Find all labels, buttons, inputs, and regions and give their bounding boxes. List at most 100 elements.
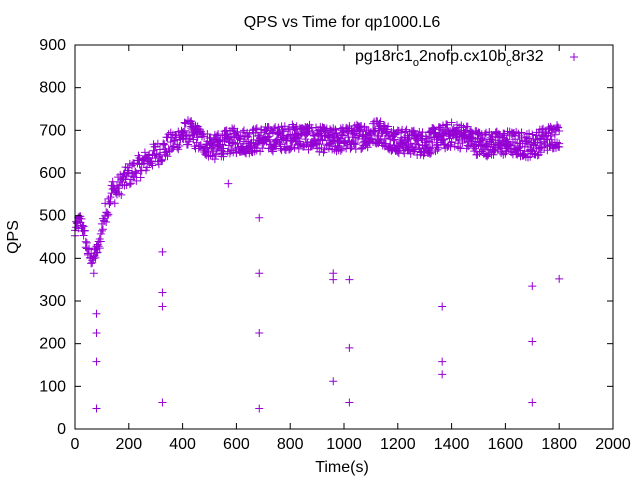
data-point [331, 125, 340, 134]
data-point [393, 126, 402, 135]
data-point [478, 135, 487, 144]
x-tick-label: 1400 [434, 436, 470, 453]
data-point [238, 128, 247, 137]
data-point [555, 142, 564, 151]
y-tick-label: 900 [39, 37, 66, 54]
data-point [443, 120, 452, 129]
data-point [206, 133, 215, 142]
data-point [463, 122, 472, 131]
data-point [348, 136, 357, 145]
data-point [357, 122, 366, 131]
data-point [389, 136, 398, 145]
data-point-outlier [255, 213, 264, 222]
legend: pg18rc1o2nofp.cx10bc8r32 [355, 48, 578, 69]
y-tick-label: 0 [57, 421, 66, 438]
data-point [332, 129, 341, 138]
data-point [157, 156, 166, 165]
x-tick-label: 400 [169, 436, 196, 453]
data-point [124, 166, 133, 175]
data-point [172, 131, 181, 140]
data-point [136, 173, 145, 182]
data-point-outlier [158, 302, 167, 311]
x-tick-label: 600 [223, 436, 250, 453]
data-point-outlier [345, 398, 354, 407]
data-point [175, 142, 184, 151]
data-point [301, 135, 310, 144]
data-point-outlier [255, 329, 264, 337]
data-point [103, 211, 112, 220]
data-point [245, 129, 254, 138]
data-point [336, 134, 345, 143]
data-point [343, 141, 352, 150]
data-point [106, 197, 115, 206]
data-point [132, 169, 141, 178]
data-point [436, 135, 445, 144]
data-point [190, 129, 199, 138]
data-point [336, 146, 345, 155]
data-point [143, 163, 152, 172]
x-tick-label: 800 [277, 436, 304, 453]
data-point [318, 123, 327, 132]
data-point [186, 134, 195, 143]
data-point [312, 140, 321, 149]
data-point [125, 180, 134, 189]
data-point-outlier [89, 269, 98, 278]
data-point [431, 128, 440, 137]
data-point [315, 140, 324, 149]
x-tick-label: 1600 [488, 436, 524, 453]
data-point [337, 145, 346, 154]
data-point [454, 127, 463, 136]
y-tick-label: 800 [39, 80, 66, 97]
data-point [530, 149, 539, 158]
data-point [330, 145, 339, 154]
data-point-outlier [528, 282, 537, 291]
data-point [479, 146, 488, 155]
y-tick-label: 500 [39, 208, 66, 225]
chart-title: QPS vs Time for qp1000.L6 [244, 14, 441, 31]
data-point [329, 124, 338, 133]
data-point [223, 147, 232, 156]
data-point [280, 122, 289, 131]
data-point [390, 130, 399, 139]
data-point [473, 150, 482, 159]
data-point [241, 148, 250, 157]
data-point [480, 130, 489, 139]
data-point [488, 135, 497, 144]
data-point [421, 132, 430, 141]
data-point [447, 118, 456, 127]
data-point [166, 128, 175, 137]
data-point [547, 135, 556, 144]
data-point [148, 161, 157, 170]
data-point [91, 253, 100, 262]
data-point [80, 226, 89, 235]
data-point [193, 133, 202, 142]
data-point [514, 144, 523, 153]
data-point [349, 139, 358, 148]
data-point [165, 146, 174, 155]
data-point [81, 237, 90, 246]
data-point [229, 138, 238, 147]
data-point [386, 140, 395, 149]
data-point [262, 136, 271, 145]
data-point [164, 130, 173, 139]
data-point [265, 135, 274, 144]
data-point [302, 140, 311, 149]
data-point [89, 252, 98, 261]
data-point [158, 155, 167, 164]
data-point [287, 142, 296, 151]
data-point-outlier [158, 398, 167, 407]
y-tick-label: 700 [39, 122, 66, 139]
data-point-outlier [345, 275, 354, 284]
data-point [533, 138, 542, 147]
data-point [378, 129, 387, 138]
data-point [555, 127, 564, 136]
data-point [318, 136, 327, 145]
data-point [151, 154, 160, 163]
data-point [242, 139, 251, 148]
data-point [426, 149, 435, 158]
data-point [402, 125, 411, 134]
data-point [516, 146, 525, 155]
data-point [268, 147, 277, 156]
data-point [214, 130, 223, 139]
